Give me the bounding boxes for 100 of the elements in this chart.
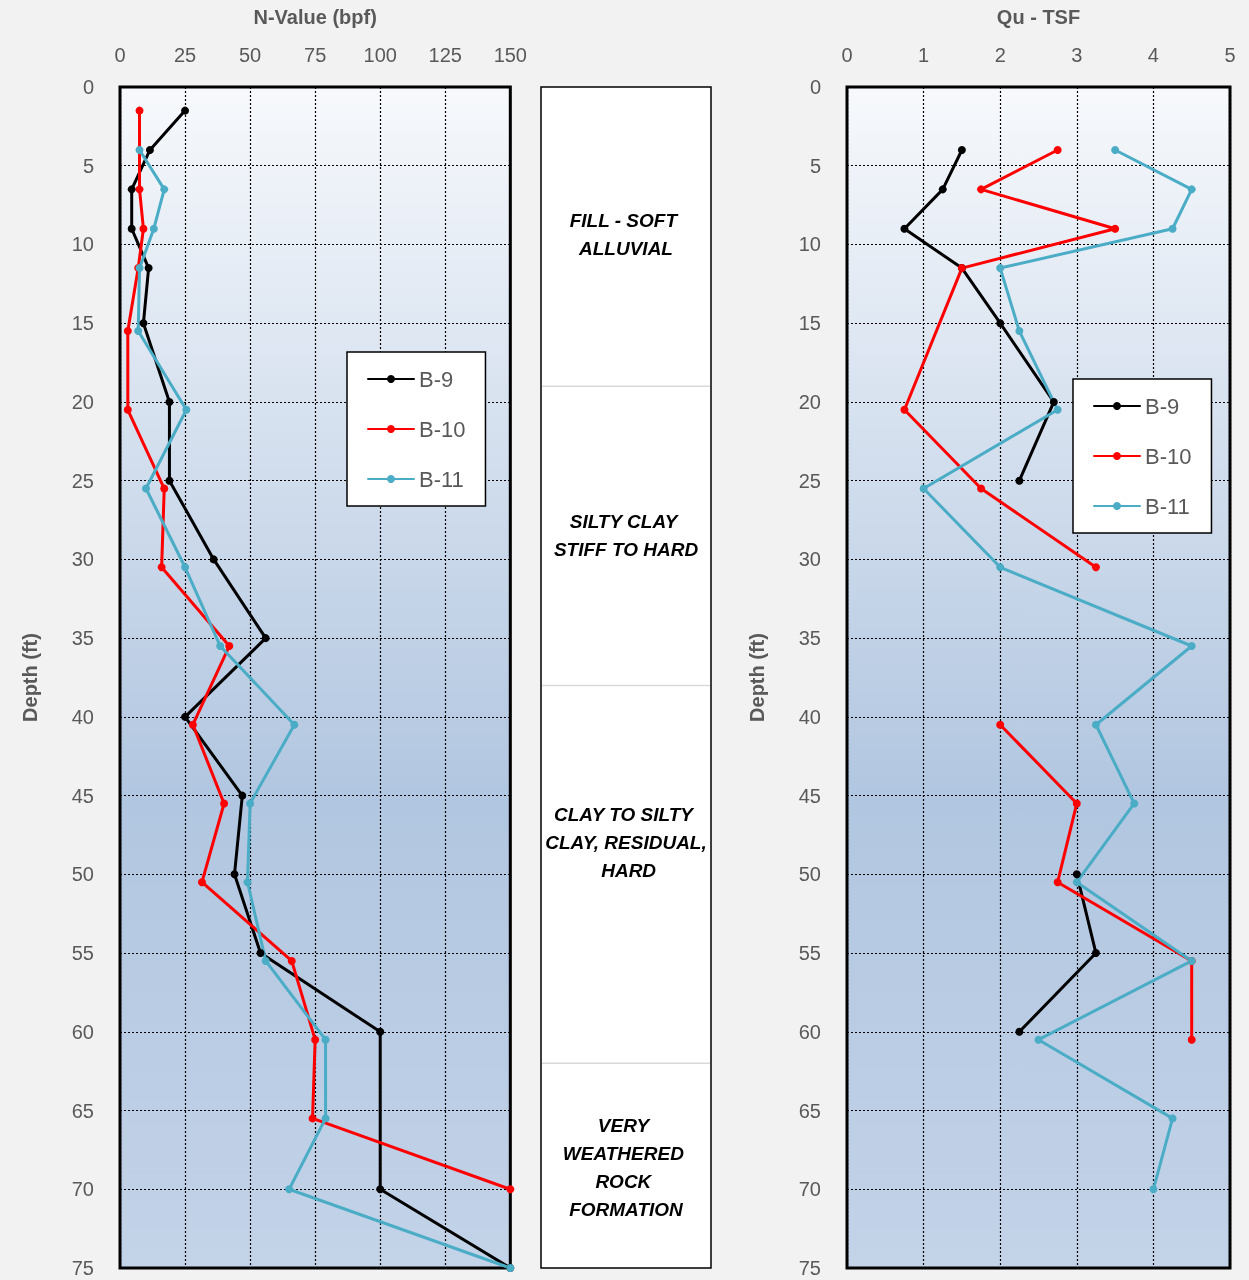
point	[1187, 642, 1196, 650]
text: VERY WEATHERED ROCK FORMATION	[562, 1115, 690, 1221]
point	[127, 185, 136, 194]
point	[144, 264, 153, 273]
y-tick-label: 0	[82, 76, 94, 98]
point	[1072, 799, 1081, 808]
point	[182, 405, 191, 414]
point	[285, 1185, 294, 1194]
point	[135, 185, 144, 194]
y-axis-title: Depth (ft)	[19, 633, 41, 722]
legend-label: B-9	[1145, 393, 1180, 419]
point	[127, 224, 136, 233]
y-tick-label: 40	[798, 705, 821, 728]
point	[900, 224, 909, 233]
point	[900, 405, 909, 414]
point	[165, 397, 174, 406]
y-tick-label: 35	[71, 627, 94, 650]
point	[376, 1185, 385, 1194]
point	[938, 185, 947, 194]
x-axis-title: Qu - TSF	[996, 6, 1081, 28]
point	[181, 712, 190, 721]
legend-label: B-10	[419, 416, 466, 442]
legend-label: B-10	[1145, 443, 1192, 469]
point	[1049, 397, 1058, 406]
point	[996, 563, 1005, 572]
x-tick-label: 150	[493, 44, 527, 66]
point	[1111, 224, 1120, 233]
point	[1111, 145, 1120, 154]
point	[1072, 870, 1081, 879]
point	[977, 484, 986, 493]
y-tick-label: 40	[71, 705, 94, 728]
point	[181, 563, 190, 572]
y-tick-label: 60	[71, 1020, 94, 1043]
point	[1053, 878, 1062, 887]
y-axis-title: Depth (ft)	[746, 633, 768, 722]
point	[261, 956, 270, 965]
x-tick-label: 2	[994, 44, 1006, 66]
y-tick-label: 55	[71, 942, 94, 965]
x-tick-label: 0	[841, 44, 853, 66]
legend-label: B-11	[1145, 493, 1190, 519]
y-tick-label: 5	[82, 154, 94, 177]
point	[160, 185, 169, 194]
y-tick-label: 70	[71, 1178, 94, 1201]
point	[256, 949, 265, 958]
point	[134, 327, 143, 336]
y-tick-label: 20	[71, 390, 94, 413]
point	[1015, 1027, 1024, 1036]
point	[1072, 878, 1081, 887]
point	[230, 870, 239, 879]
y-tick-label: 10	[798, 233, 821, 256]
text: CLAY TO SILTY CLAY, RESIDUAL, HARD	[545, 804, 707, 882]
point	[261, 634, 270, 643]
point	[1053, 145, 1062, 154]
point	[321, 1114, 330, 1123]
y-tick-label: 30	[798, 548, 821, 571]
point	[290, 720, 299, 729]
y-tick-label: 30	[71, 548, 94, 571]
point	[142, 484, 151, 493]
point	[1015, 476, 1024, 485]
y-tick-label: 0	[809, 76, 821, 98]
point	[376, 1027, 385, 1036]
y-tick-label: 60	[798, 1020, 821, 1043]
x-tick-label: 0	[114, 44, 126, 66]
point	[238, 791, 247, 800]
point	[123, 327, 132, 336]
y-tick-label: 75	[71, 1257, 94, 1279]
point	[209, 555, 218, 564]
point	[506, 1185, 515, 1194]
point	[1168, 1114, 1177, 1123]
point	[135, 106, 144, 115]
point	[197, 878, 206, 887]
point	[996, 319, 1005, 328]
point	[181, 106, 190, 115]
x-tick-label: 50	[238, 44, 262, 66]
point	[225, 642, 234, 650]
point	[996, 720, 1005, 729]
point	[135, 145, 144, 154]
point	[123, 405, 132, 414]
y-tick-label: 45	[798, 784, 821, 807]
point	[1091, 720, 1100, 729]
x-tick-label: 25	[173, 44, 197, 66]
x-tick-label: 5	[1224, 44, 1236, 66]
point	[321, 1035, 330, 1044]
x-axis-title: N-Value (bpf)	[253, 6, 377, 28]
point	[996, 264, 1005, 273]
point	[220, 799, 229, 808]
x-tick-label: 4	[1147, 44, 1159, 66]
y-tick-label: 35	[798, 627, 821, 650]
x-tick-label: 125	[428, 44, 462, 66]
y-tick-label: 20	[798, 390, 821, 413]
point	[1015, 327, 1024, 336]
y-tick-label: 25	[71, 469, 94, 492]
point	[287, 956, 296, 965]
point	[1168, 224, 1177, 233]
x-tick-label: 75	[304, 44, 327, 66]
y-tick-label: 65	[798, 1099, 821, 1122]
y-tick-label: 50	[798, 863, 821, 886]
point	[308, 1114, 317, 1123]
point	[139, 319, 148, 328]
point	[1130, 799, 1139, 808]
